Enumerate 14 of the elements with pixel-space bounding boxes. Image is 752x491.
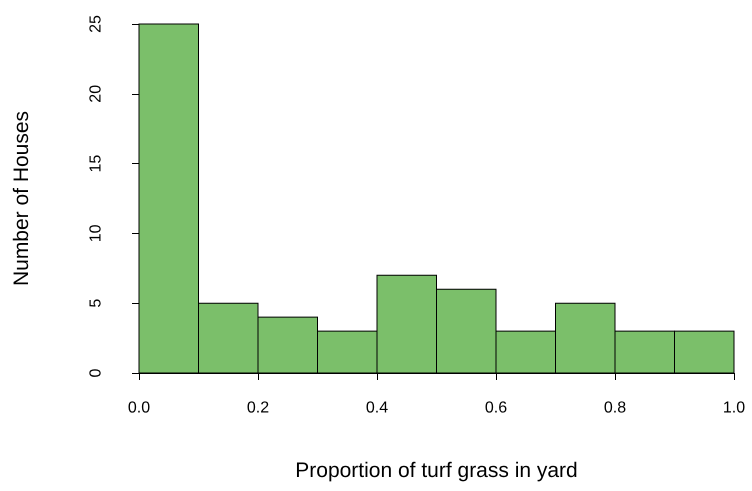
x-axis-title: Proportion of turf grass in yard [295, 459, 578, 482]
x-tick-label: 0.8 [604, 400, 626, 416]
y-tick-label: 5 [88, 298, 104, 308]
x-tick-label: 0.2 [246, 400, 270, 416]
x-tick-label: 0.0 [128, 400, 150, 416]
y-tick-label: 25 [88, 15, 104, 33]
y-tick-label: 15 [88, 154, 104, 172]
y-axis-title: Number of Houses [10, 110, 33, 286]
y-tick-label: 0 [88, 368, 104, 378]
y-tick-label: 20 [88, 84, 104, 103]
x-tick-label: 0.4 [366, 400, 388, 416]
x-tick-label: 0.6 [484, 400, 508, 416]
x-tick-label: 1.0 [722, 400, 746, 416]
y-tick-label: 10 [88, 224, 104, 242]
